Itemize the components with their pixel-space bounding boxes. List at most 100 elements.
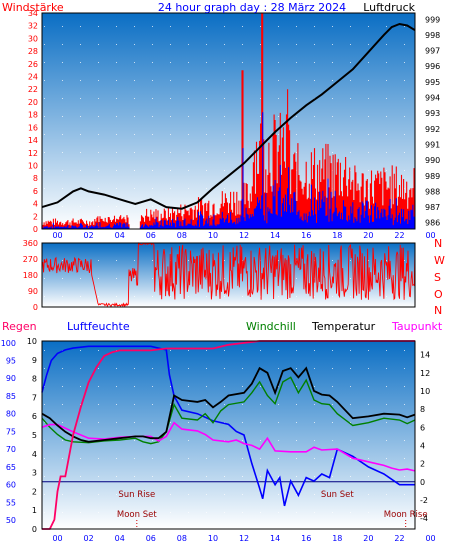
x-tick-label: 10 (208, 231, 218, 240)
humidity-tick-label: 90 (6, 374, 16, 383)
direction-tick-label: 180 (23, 271, 38, 280)
humidity-tick-label: 95 (6, 357, 16, 366)
wind-tick-label: 34 (28, 9, 38, 18)
direction-panel-frame (41, 242, 416, 308)
pressure-tick-label: 987 (425, 203, 440, 212)
wind-tick-label: 14 (28, 136, 38, 145)
wind-tick-label: 6 (33, 187, 38, 196)
x-tick-label: 12 (239, 534, 249, 543)
windchill-line (41, 376, 416, 445)
humidity-tick-label: 65 (6, 463, 16, 472)
wind-tick-label: 16 (28, 123, 38, 132)
humidity-tick-label: 50 (6, 516, 16, 525)
compass-label: N (434, 237, 442, 250)
wind-tick-label: 10 (28, 161, 38, 170)
direction-tick-label: 270 (23, 255, 38, 264)
x-tick-label: 00 (425, 534, 435, 543)
temp-tick-label: 6 (420, 423, 425, 432)
pressure-tick-label: 992 (425, 125, 440, 134)
rain-tick-label: 5 (32, 431, 37, 440)
wind-tick-label: 2 (33, 212, 38, 221)
direction-tick-label: 90 (28, 287, 38, 296)
x-tick-label: 02 (84, 231, 94, 240)
pressure-tick-label: 991 (425, 140, 440, 149)
rain-tick-label: 3 (32, 469, 37, 478)
x-tick-label: 08 (177, 534, 187, 543)
pressure-tick-label: 990 (425, 156, 440, 165)
event-label: Sun Set (321, 490, 354, 500)
x-tick-label: 02 (84, 534, 94, 543)
wind-tick-label: 26 (28, 60, 38, 69)
temp-marks: Sun Rise Moon Set Sun Set Moon Rise (41, 340, 428, 530)
dewpoint-legend: Taupunkt (391, 320, 443, 333)
temp-tick-label: 0 (420, 478, 425, 487)
direction-tick-label: 360 (23, 239, 38, 248)
wind-tick-label: 22 (28, 85, 38, 94)
wind-tick-label: 32 (28, 22, 38, 31)
chart-title: 24 hour graph day : 28 März 2024 (158, 1, 346, 14)
x-tick-label: 16 (301, 231, 311, 240)
temperature-line (41, 366, 416, 443)
temp-tick-label: 2 (420, 460, 425, 469)
x-tick-label: 16 (301, 534, 311, 543)
rain-tick-label: 4 (32, 450, 37, 459)
x-tick-label: 20 (363, 231, 373, 240)
humidity-tick-label: 80 (6, 410, 16, 419)
rain-tick-label: 8 (32, 375, 37, 384)
direction-marks (41, 242, 416, 308)
x-tick-label: 04 (115, 231, 125, 240)
event-label: Sun Rise (118, 490, 155, 500)
temp-tick-label: 8 (420, 405, 425, 414)
x-tick-label: 12 (239, 231, 249, 240)
rain-legend: Regen (2, 320, 37, 333)
x-tick-label: 08 (177, 231, 187, 240)
pressure-tick-label: 997 (425, 47, 440, 56)
humidity-legend: Luftfeuchte (67, 320, 130, 333)
temperature-legend: Temperatur (311, 320, 376, 333)
x-tick-label: 18 (332, 534, 342, 543)
x-tick-label: 00 (52, 231, 62, 240)
pressure-axis-title: Luftdruck (363, 1, 415, 14)
rain-tick-label: 10 (27, 337, 37, 346)
wind-tick-label: 28 (28, 47, 38, 56)
pressure-tick-label: 993 (425, 109, 440, 118)
x-tick-label: 20 (363, 534, 373, 543)
temp-tick-label: 10 (420, 387, 430, 396)
temp-tick-label: 12 (420, 369, 430, 378)
wind-tick-label: 12 (28, 149, 38, 158)
x-tick-label: 14 (270, 534, 280, 543)
x-tick-label: 22 (394, 534, 404, 543)
wind-tick-label: 18 (28, 111, 38, 120)
wind-direction-series (41, 242, 416, 308)
humidity-tick-label: 70 (6, 445, 16, 454)
pressure-tick-label: 999 (425, 15, 440, 24)
pressure-tick-label: 989 (425, 172, 440, 181)
humidity-tick-label: 60 (6, 481, 16, 490)
compass-label: S (434, 271, 441, 284)
temp-panel-frame (41, 340, 416, 530)
temp-tick-label: 14 (420, 351, 430, 360)
rain-tick-label: 6 (32, 412, 37, 421)
wind-axis-title: Windstärke (2, 1, 64, 14)
compass-label: W (434, 254, 445, 267)
x-tick-label: 00 (425, 231, 435, 240)
wind-tick-label: 20 (28, 98, 38, 107)
pressure-line (41, 22, 416, 210)
pressure-tick-label: 995 (425, 78, 440, 87)
temp-tick-label: -4 (420, 514, 428, 523)
humidity-tick-label: 55 (6, 498, 16, 507)
event-label: Moon Set (117, 510, 157, 520)
rain-tick-label: 1 (32, 506, 37, 515)
compass-label: O (434, 288, 443, 301)
pressure-tick-label: 998 (425, 31, 440, 40)
event-label: Moon Rise (384, 510, 428, 520)
compass-label: N (434, 304, 442, 317)
windchill-legend: Windchill (246, 320, 296, 333)
wind-tick-label: 4 (33, 200, 38, 209)
x-tick-label: 00 (52, 534, 62, 543)
temp-tick-label: 4 (420, 441, 425, 450)
rain-tick-label: 7 (32, 393, 37, 402)
x-tick-label: 04 (115, 534, 125, 543)
